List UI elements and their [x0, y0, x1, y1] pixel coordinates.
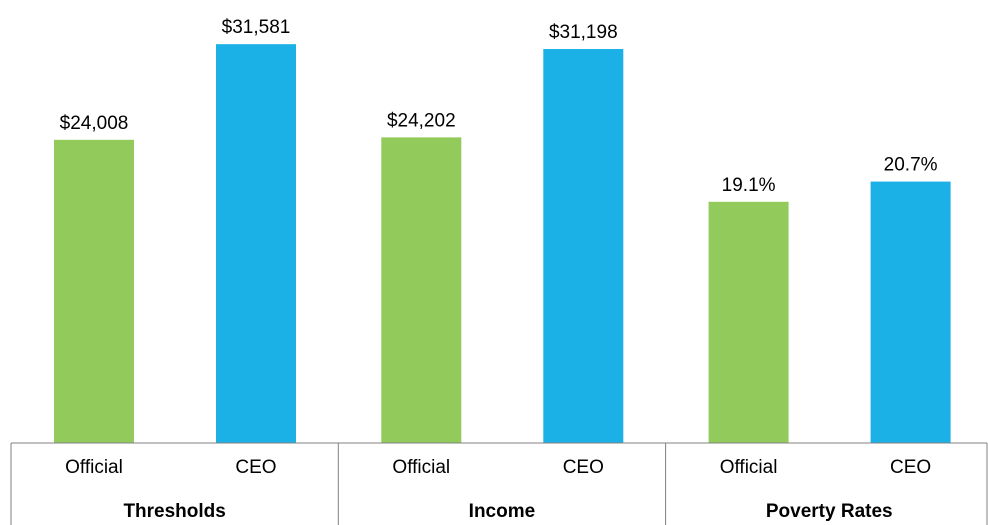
bar	[216, 44, 296, 443]
bar	[54, 139, 134, 443]
value-label: $31,198	[549, 22, 618, 43]
value-label: $24,202	[387, 110, 456, 131]
series-label: Official	[392, 457, 450, 478]
series-label: Official	[65, 457, 123, 478]
series-label: CEO	[890, 457, 931, 478]
value-label: 19.1%	[722, 175, 776, 196]
value-label: $24,008	[60, 113, 129, 134]
group-label: Thresholds	[123, 501, 225, 522]
bar	[708, 201, 789, 443]
series-label: CEO	[235, 457, 276, 478]
series-label: CEO	[563, 457, 604, 478]
series-label: Official	[720, 457, 778, 478]
value-label: $31,581	[222, 17, 291, 38]
bar	[543, 49, 624, 444]
value-label: 20.7%	[884, 155, 938, 176]
group-label: Income	[469, 501, 536, 522]
bar	[870, 181, 951, 444]
bar	[381, 137, 462, 443]
group-label: Poverty Rates	[766, 501, 893, 522]
